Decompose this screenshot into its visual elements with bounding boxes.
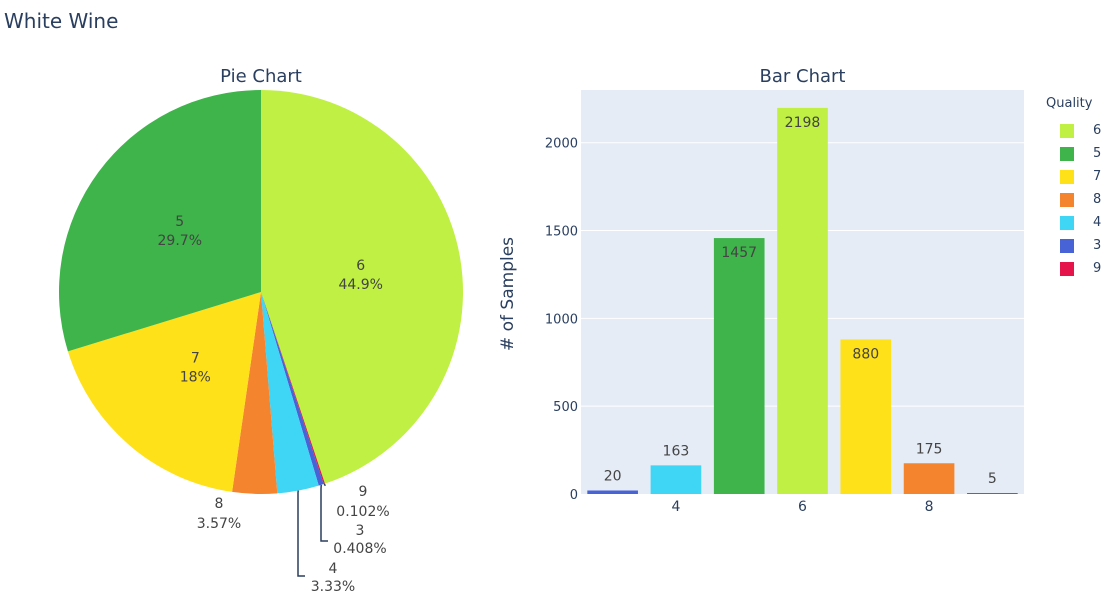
legend-item-9[interactable]: 9: [1046, 257, 1101, 280]
legend: Quality 6 5 7 8 4 3 9: [1046, 96, 1101, 280]
pie-slice-3[interactable]: [261, 292, 324, 486]
pie-percent-7: 18%: [180, 370, 211, 386]
legend-item-5[interactable]: 5: [1046, 142, 1101, 165]
legend-swatch: [1060, 192, 1074, 207]
legend-label: 8: [1093, 192, 1102, 207]
pie-label-7: 7: [191, 351, 200, 367]
bar-6[interactable]: [777, 107, 828, 495]
bar-value-label-6: 2198: [785, 115, 821, 131]
legend-label: 6: [1093, 123, 1102, 138]
pie-percent-3: 0.408%: [333, 541, 386, 557]
legend-swatch: [1060, 169, 1074, 184]
legend-swatch: [1060, 238, 1074, 253]
legend-swatch: [1060, 261, 1074, 276]
legend-item-8[interactable]: 8: [1046, 188, 1101, 211]
pie-label-9: 9: [359, 484, 368, 500]
pie-leader-4: [297, 490, 305, 577]
y-tick-label: 500: [553, 400, 578, 415]
bar-value-label-4: 163: [663, 443, 690, 459]
pie-slice-7[interactable]: [67, 292, 262, 492]
bar-value-label-3: 20: [604, 468, 622, 484]
x-tick-label: 4: [671, 499, 680, 515]
x-tick-label: 8: [925, 499, 934, 515]
y-tick-label: 2000: [545, 137, 578, 152]
pie-percent-5: 29.7%: [158, 233, 202, 249]
legend-item-6[interactable]: 6: [1046, 119, 1101, 142]
legend-swatch: [1060, 146, 1074, 161]
bar-value-label-9: 5: [988, 471, 997, 487]
pie-slice-4[interactable]: [261, 292, 319, 494]
pie-slice-9[interactable]: [261, 292, 325, 485]
legend-label: 3: [1093, 238, 1102, 253]
bar-3[interactable]: [587, 490, 638, 494]
y-tick-label: 1500: [545, 225, 578, 240]
legend-label: 4: [1093, 215, 1102, 230]
pie-chart-title: Pie Chart: [220, 66, 302, 87]
bar-9[interactable]: [967, 493, 1018, 494]
pie-slice-6[interactable]: [261, 90, 463, 484]
y-tick-label: 0: [570, 488, 578, 503]
pie-percent-9: 0.102%: [336, 504, 389, 520]
bar-value-label-5: 1457: [721, 245, 757, 261]
pie-label-4: 4: [329, 561, 338, 577]
bars: [587, 107, 1018, 495]
pie-label-8: 8: [215, 496, 224, 512]
bar-5[interactable]: [713, 238, 765, 494]
legend-swatch: [1060, 215, 1074, 230]
bar-chart-title: Bar Chart: [760, 66, 846, 87]
pie-leader-9: [323, 483, 326, 487]
bar-8[interactable]: [903, 463, 955, 494]
bar-4[interactable]: [650, 465, 702, 494]
pie-slice-8[interactable]: [232, 292, 278, 494]
bar-value-label-8: 175: [916, 441, 943, 457]
pie-slices: [59, 90, 463, 494]
pie-percent-8: 3.57%: [197, 516, 241, 532]
legend-swatch: [1060, 123, 1074, 138]
y-axis-title: # of Samples: [498, 237, 518, 351]
legend-item-4[interactable]: 4: [1046, 211, 1101, 234]
main-title: White Wine: [4, 9, 119, 33]
pie-label-6: 6: [356, 258, 365, 274]
bar-7[interactable]: [840, 339, 892, 494]
legend-label: 7: [1093, 169, 1102, 184]
legend-label: 9: [1093, 261, 1102, 276]
legend-title: Quality: [1046, 96, 1093, 111]
y-tick-label: 1000: [545, 312, 578, 327]
legend-item-3[interactable]: 3: [1046, 234, 1101, 257]
legend-label: 5: [1093, 146, 1102, 161]
pie-percent-6: 44.9%: [338, 277, 382, 293]
bar-value-label-7: 880: [852, 346, 879, 362]
legend-item-7[interactable]: 7: [1046, 165, 1101, 188]
pie-label-5: 5: [175, 214, 184, 230]
pie-percent-4: 3.33%: [311, 579, 355, 595]
pie-slice-5[interactable]: [59, 90, 261, 352]
x-tick-label: 6: [798, 499, 807, 515]
pie-label-3: 3: [356, 523, 365, 539]
pie-leader-3: [320, 484, 328, 542]
